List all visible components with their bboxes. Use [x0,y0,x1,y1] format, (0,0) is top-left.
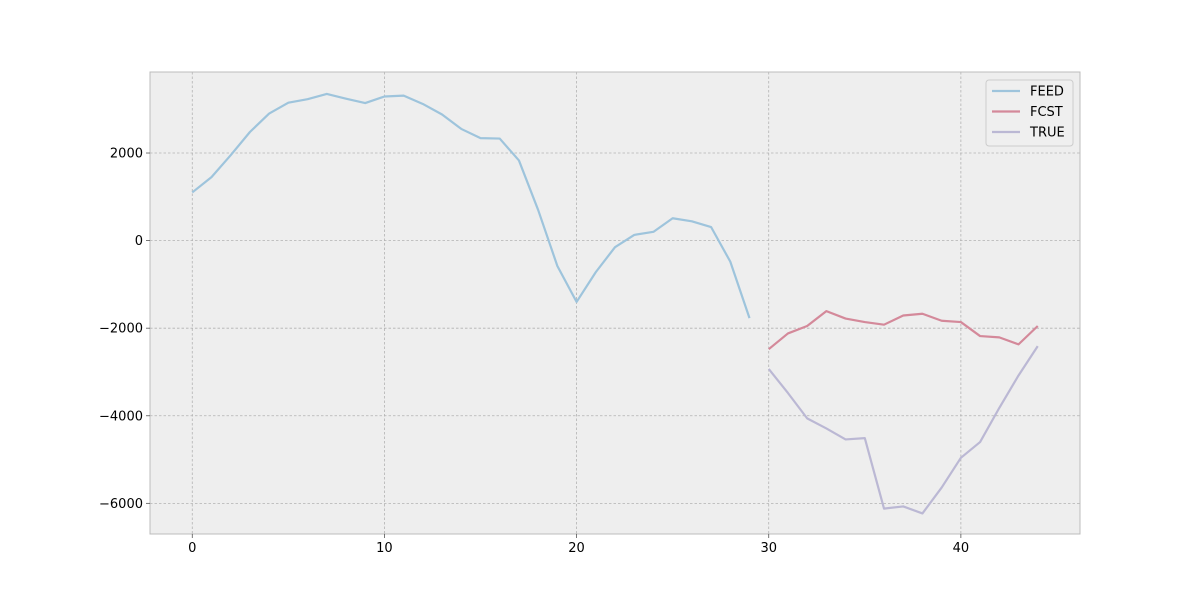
legend: FEED FCST TRUE [985,79,1074,147]
y-tick-label: −4000 [99,409,143,424]
x-tick-label: 40 [953,541,970,556]
y-tick-label: −2000 [99,322,143,337]
axis-ticks: 0 10 20 30 40 −6000 −4000 −2000 0 2000 [99,147,969,556]
x-tick-label: 20 [568,541,585,556]
plot-background [150,72,1080,534]
legend-label-true: TRUE [1029,126,1065,141]
y-tick-label: 0 [135,234,143,249]
legend-label-fcst: FCST [1030,105,1063,120]
series-line-fcst [768,310,1039,351]
series-line-feed [191,92,751,319]
grid-lines [150,72,1080,534]
series-lines [191,92,1039,515]
x-tick-label: 0 [188,541,196,556]
x-tick-label: 30 [760,541,777,556]
plot-frame [149,71,1081,535]
legend-label-feed: FEED [1030,85,1064,100]
y-tick-label: 2000 [110,147,143,162]
legend-box [985,79,1074,147]
series-line-true [767,345,1039,515]
x-tick-label: 10 [376,541,393,556]
y-tick-label: −6000 [99,497,143,512]
